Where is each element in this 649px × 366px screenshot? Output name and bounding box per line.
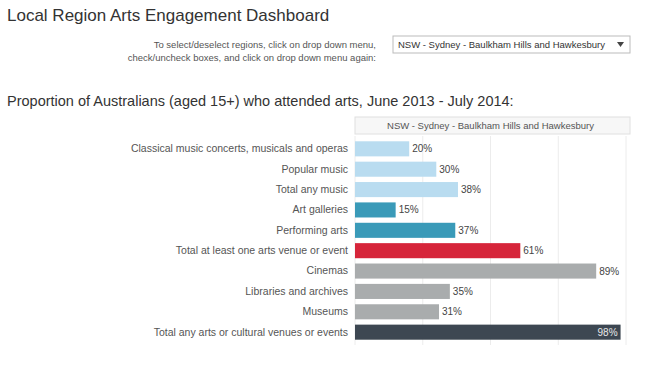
- data-label: 20%: [412, 143, 432, 154]
- bar: [355, 264, 596, 279]
- dropdown-value[interactable]: NSW - Sydney - Baulkham Hills and Hawkes…: [398, 39, 605, 50]
- bar: [355, 223, 455, 238]
- y-tick: Total any music: [276, 183, 348, 195]
- bar: [355, 162, 436, 177]
- category-label: Total any music: [276, 183, 348, 195]
- bar: [355, 243, 520, 258]
- data-label: 61%: [523, 245, 543, 256]
- grid-line: [490, 136, 491, 345]
- y-axis: Classical music concerts, musicals and o…: [131, 142, 348, 337]
- category-label: Art galleries: [293, 203, 348, 215]
- y-tick: Total at least one arts venue or event: [176, 244, 348, 256]
- category-label: Total at least one arts venue or event: [176, 244, 348, 256]
- filter-dropdown[interactable]: NSW - Sydney - Baulkham Hills and Hawkes…: [393, 36, 630, 53]
- filter-label: check/uncheck boxes, and click on drop d…: [128, 52, 376, 63]
- y-tick: Total any arts or cultural venues or eve…: [154, 326, 348, 338]
- y-tick: Art galleries: [293, 203, 348, 215]
- y-tick: Classical music concerts, musicals and o…: [131, 142, 348, 154]
- y-tick: Museums: [302, 305, 348, 317]
- y-tick: Performing arts: [276, 224, 348, 236]
- dashboard-title: Local Region Arts Engagement Dashboard: [7, 6, 329, 25]
- grid: [355, 136, 626, 345]
- data-label: 30%: [439, 164, 459, 175]
- dropdown-box[interactable]: [393, 36, 630, 53]
- y-tick: Cinemas: [307, 264, 348, 276]
- data-label: 37%: [458, 225, 478, 236]
- data-label: 89%: [599, 266, 619, 277]
- dashboard: Local Region Arts Engagement Dashboard To…: [0, 0, 649, 366]
- bar: [355, 141, 409, 156]
- panel-header-box: [355, 117, 630, 134]
- bar: [355, 284, 450, 299]
- data-label: 35%: [453, 286, 473, 297]
- bar: [355, 304, 439, 319]
- data-label: 31%: [442, 306, 462, 317]
- category-label: Performing arts: [276, 224, 348, 236]
- category-label: Popular music: [281, 163, 348, 175]
- category-label: Cinemas: [307, 264, 348, 276]
- category-label: Libraries and archives: [245, 285, 348, 297]
- y-tick: Libraries and archives: [245, 285, 348, 297]
- data-label: 98%: [598, 327, 618, 338]
- bar: [355, 202, 396, 217]
- panel-header: NSW - Sydney - Baulkham Hills and Hawkes…: [387, 120, 594, 131]
- data-label: 15%: [399, 204, 419, 215]
- category-label: Classical music concerts, musicals and o…: [131, 142, 348, 154]
- chart-title: Proportion of Australians (aged 15+) who…: [7, 93, 514, 109]
- bar: [355, 325, 621, 340]
- grid-line: [558, 136, 559, 345]
- dropdown-arrow[interactable]: [617, 42, 624, 47]
- filter-label: To select/deselect regions, click on dro…: [154, 39, 376, 50]
- y-tick: Popular music: [281, 163, 348, 175]
- data-labels: 20% 30%38% 15% 37% 61% 89% 35% 31% 98%: [399, 143, 620, 337]
- grid-line: [626, 136, 627, 345]
- category-label: Total any arts or cultural venues or eve…: [154, 326, 348, 338]
- data-label: 38%: [461, 184, 481, 195]
- bar: [355, 182, 458, 197]
- bars: [355, 141, 621, 339]
- category-label: Museums: [302, 305, 348, 317]
